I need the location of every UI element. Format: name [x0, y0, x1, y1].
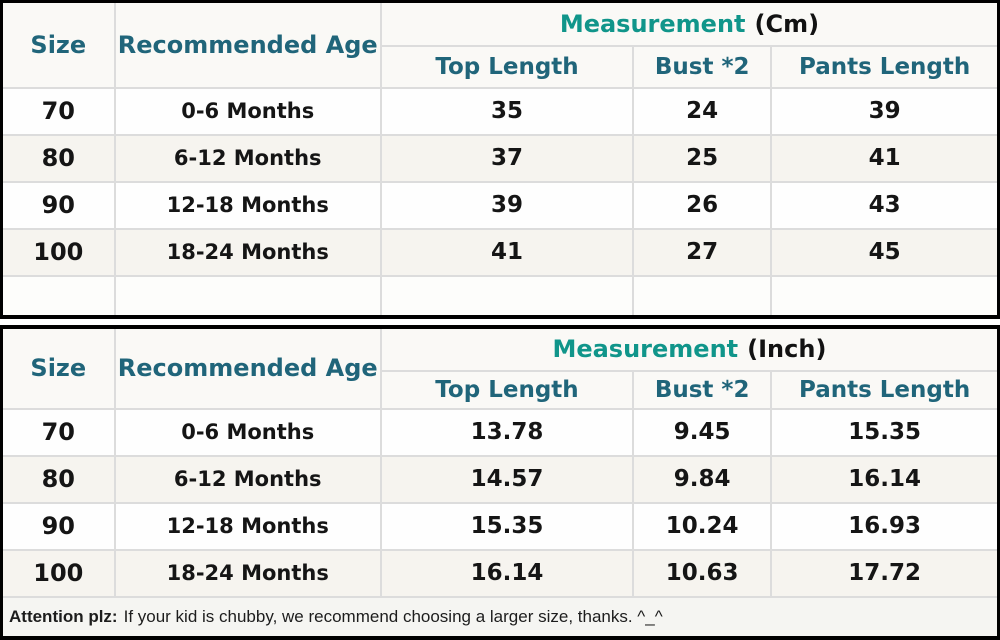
table-row: 90 12-18 Months 15.35 10.24 16.93 — [0, 501, 1000, 551]
table-row: 70 0-6 Months 13.78 9.45 15.35 — [0, 407, 1000, 457]
age-cell: 18-24 Months — [113, 548, 382, 598]
top-length-cell: 37 — [379, 133, 635, 183]
age-cell: 18-24 Months — [113, 227, 382, 277]
size-cell: 90 — [0, 180, 116, 230]
bust-cell: 27 — [632, 227, 773, 277]
size-table-inch: Size Recommended Age Measurement (Inch) T… — [0, 324, 1000, 640]
table-row: 80 6-12 Months 14.57 9.84 16.14 — [0, 454, 1000, 504]
pants-length-header: Pants Length — [770, 44, 1000, 89]
top-length-cell: 14.57 — [379, 454, 635, 504]
header-row-sub: Top Length Bust *2 Pants Length — [2, 44, 1000, 89]
bust-cell: 9.45 — [632, 407, 773, 457]
size-cell: 100 — [0, 548, 116, 598]
unit-label-cm: (Cm) — [754, 9, 820, 38]
bust-header: Bust *2 — [632, 369, 773, 410]
empty-spacer-row — [0, 274, 1000, 318]
age-cell: 0-6 Months — [113, 407, 382, 457]
size-column-header: Size — [0, 0, 116, 89]
age-cell: 6-12 Months — [113, 133, 382, 183]
pants-length-cell: 16.93 — [770, 501, 1000, 551]
attention-note: Attention plz: If your kid is chubby, we … — [0, 595, 1000, 639]
attention-note-row: Attention plz: If your kid is chubby, we … — [0, 595, 1000, 639]
bust-cell: 24 — [632, 86, 773, 136]
bust-cell: 9.84 — [632, 454, 773, 504]
top-length-cell: 16.14 — [379, 548, 635, 598]
header-row-sub: Top Length Bust *2 Pants Length — [2, 369, 1000, 410]
header-row-top: Size Recommended Age Measurement (Cm) — [0, 0, 1000, 89]
attention-text: If your kid is chubby, we recommend choo… — [123, 606, 663, 626]
age-cell: 12-18 Months — [113, 180, 382, 230]
table-row: 80 6-12 Months 37 25 41 — [0, 133, 1000, 183]
measurement-group-header: Measurement (Inch) — [379, 325, 1000, 372]
pants-length-cell: 17.72 — [770, 548, 1000, 598]
table-divider-gap — [0, 318, 1000, 325]
unit-label-inch: (Inch) — [747, 335, 827, 363]
size-cell: 80 — [0, 133, 116, 183]
pants-length-cell: 41 — [770, 133, 1000, 183]
pants-length-cell: 15.35 — [770, 407, 1000, 457]
bust-cell: 26 — [632, 180, 773, 230]
table-row: 100 18-24 Months 41 27 45 — [0, 227, 1000, 277]
measurement-label: Measurement — [552, 335, 739, 363]
age-column-header: Recommended Age — [113, 0, 382, 89]
age-cell: 12-18 Months — [113, 501, 382, 551]
bust-header: Bust *2 — [632, 44, 773, 89]
age-column-header: Recommended Age — [113, 325, 382, 410]
size-column-header: Size — [0, 325, 116, 410]
table-row: 90 12-18 Months 39 26 43 — [0, 180, 1000, 230]
attention-label: Attention plz: — [9, 606, 118, 626]
size-cell: 90 — [0, 501, 116, 551]
pants-length-cell: 45 — [770, 227, 1000, 277]
pants-length-cell: 16.14 — [770, 454, 1000, 504]
table-row: 100 18-24 Months 16.14 10.63 17.72 — [0, 548, 1000, 598]
top-length-header: Top Length — [379, 44, 635, 89]
size-cell: 70 — [0, 407, 116, 457]
bust-cell: 10.63 — [632, 548, 773, 598]
size-cell: 70 — [0, 86, 116, 136]
top-length-cell: 41 — [379, 227, 635, 277]
pants-length-header: Pants Length — [770, 369, 1000, 410]
table-row: 70 0-6 Months 35 24 39 — [0, 86, 1000, 136]
top-length-cell: 35 — [379, 86, 635, 136]
top-length-cell: 15.35 — [379, 501, 635, 551]
top-length-header: Top Length — [379, 369, 635, 410]
size-table-cm: Size Recommended Age Measurement (Cm) Top… — [0, 0, 1000, 319]
size-cell: 80 — [0, 454, 116, 504]
top-length-cell: 39 — [379, 180, 635, 230]
age-cell: 6-12 Months — [113, 454, 382, 504]
size-cell: 100 — [0, 227, 116, 277]
header-row-top: Size Recommended Age Measurement (Inch) — [0, 325, 1000, 410]
bust-cell: 10.24 — [632, 501, 773, 551]
bust-cell: 25 — [632, 133, 773, 183]
pants-length-cell: 39 — [770, 86, 1000, 136]
pants-length-cell: 43 — [770, 180, 1000, 230]
measurement-group-header: Measurement (Cm) — [379, 0, 1000, 47]
age-cell: 0-6 Months — [113, 86, 382, 136]
top-length-cell: 13.78 — [379, 407, 635, 457]
measurement-label: Measurement — [559, 9, 746, 38]
